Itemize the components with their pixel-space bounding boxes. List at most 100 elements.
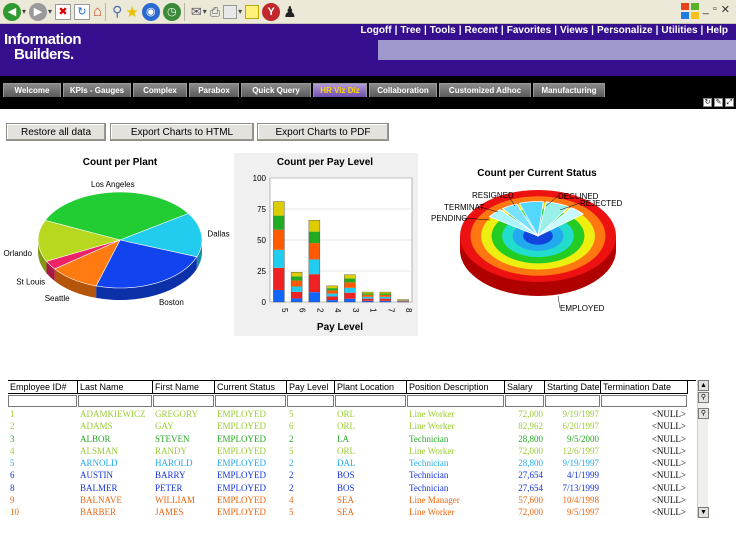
tab-manufacturing[interactable]: Manufacturing <box>533 83 605 97</box>
filter-input[interactable] <box>78 395 152 407</box>
status-slice-terminat[interactable] <box>501 203 539 237</box>
nav-link-help[interactable]: Help <box>706 25 728 36</box>
plant-label: St Louis <box>16 277 45 286</box>
bar-paylevel-7[interactable] <box>379 291 392 303</box>
table-row[interactable]: 6 AUSTIN BARRY EMPLOYED 2 BOS Technician 27,654… <box>8 469 696 481</box>
maximize-panel-icon[interactable]: ⤢ <box>725 98 734 107</box>
column-header-position-description[interactable]: Position Description <box>407 381 505 394</box>
yahoo-button[interactable]: Y <box>262 2 281 22</box>
edit-button[interactable]: ▾ <box>223 2 242 22</box>
forward-button[interactable]: ▶ ▾ <box>29 2 52 22</box>
back-button[interactable]: ◀ ▾ <box>3 2 26 22</box>
filter-input[interactable] <box>601 395 687 407</box>
column-header-starting-date[interactable]: Starting Date <box>545 381 601 394</box>
tab-kpis-gauges[interactable]: KPIs - Gauges <box>63 83 131 97</box>
column-header-plant-location[interactable]: Plant Location <box>335 381 407 394</box>
bar-paylevel-5[interactable] <box>273 201 285 303</box>
table-row[interactable]: 9 BALNAVE WILLIAM EMPLOYED 4 SEA Line Manager 5… <box>8 494 696 506</box>
filter-input[interactable] <box>215 395 286 407</box>
bar-paylevel-4[interactable] <box>326 285 338 303</box>
close-icon[interactable]: ✕ <box>720 4 730 16</box>
table-row[interactable]: 1 ADAMKIEWICZ GREGORY EMPLOYED 5 ORL Line Work… <box>8 408 696 420</box>
bar-paylevel-1[interactable] <box>361 291 374 303</box>
search-button[interactable]: ⚲ <box>112 2 122 22</box>
filter-input[interactable] <box>8 395 77 407</box>
minimize-icon[interactable]: _ <box>702 3 709 15</box>
column-header-employee-id-[interactable]: Employee ID# <box>8 381 78 394</box>
bar-paylevel-2[interactable] <box>308 219 321 303</box>
table-row[interactable]: 8 BALMER PETER EMPLOYED 2 BOS Technician 27,654… <box>8 482 696 494</box>
edit-panel-icon[interactable]: ✎ <box>714 98 723 107</box>
column-header-salary[interactable]: Salary <box>505 381 545 394</box>
nav-link-views[interactable]: Views <box>560 25 589 36</box>
table-row[interactable]: 10 BARBER JAMES EMPLOYED 5 SEA Line Worker 72,0… <box>8 506 696 518</box>
scroll-up-icon[interactable]: ▲ <box>698 380 709 391</box>
print-button[interactable]: ⎙ <box>210 2 220 22</box>
history-button[interactable]: ◷ <box>162 2 181 22</box>
refresh-button[interactable]: ↻ <box>74 2 91 22</box>
scroll-down-icon[interactable]: ▼ <box>698 507 709 518</box>
grid-filter-search-icon[interactable]: ⚲ <box>698 408 709 419</box>
plant-slice-side <box>54 268 97 298</box>
nav-link-logoff[interactable]: Logoff <box>360 25 392 36</box>
table-row[interactable]: 2 ADAMS GAY EMPLOYED 6 ORL Line Worker 82,962 6/… <box>8 420 696 432</box>
home-button[interactable]: ⌂ <box>93 2 102 22</box>
column-header-first-name[interactable]: First Name <box>153 381 215 394</box>
nav-link-tools[interactable]: Tools <box>429 25 456 36</box>
filter-input[interactable] <box>335 395 406 407</box>
column-header-termination-date[interactable]: Termination Date <box>601 381 688 394</box>
table-row[interactable]: 3 ALBOR STEVEN EMPLOYED 2 LA Technician 28,800 9… <box>8 433 696 445</box>
plant-slice-los-angeles[interactable] <box>44 191 189 241</box>
plant-slice-side <box>38 240 47 274</box>
status-label: RESIGNED <box>472 191 514 200</box>
plant-slice-dallas[interactable] <box>118 213 203 258</box>
column-header-last-name[interactable]: Last Name <box>78 381 153 394</box>
tab-complex[interactable]: Complex <box>133 83 187 97</box>
stop-button[interactable]: ✖ <box>55 2 72 22</box>
plant-slice-orlando[interactable] <box>37 220 122 262</box>
plant-slice-boston[interactable] <box>95 239 198 289</box>
restore-all-data-button[interactable]: Restore all data <box>6 123 106 141</box>
nav-link-recent[interactable]: Recent <box>464 25 498 36</box>
tab-collaboration[interactable]: Collaboration <box>369 83 437 97</box>
column-header-current-status[interactable]: Current Status <box>215 381 287 394</box>
bar-paylevel-6[interactable] <box>290 272 303 303</box>
nav-link-personalize[interactable]: Personalize <box>596 25 653 36</box>
mail-button[interactable]: ✉ ▾ <box>190 3 207 19</box>
status-slice-resigned[interactable] <box>518 201 544 238</box>
table-row[interactable]: 4 ALSMAN RANDY EMPLOYED 5 ORL Line Worker 72,00… <box>8 445 696 457</box>
bar-paylevel-3[interactable] <box>344 274 356 303</box>
messenger-button[interactable]: ♟ <box>283 2 296 22</box>
nav-link-favorites[interactable]: Favorites <box>506 25 552 36</box>
pay-level-bar-chart[interactable]: 0 25 50 75 100 5 6 2 4 3 1 7 8 <box>234 168 418 336</box>
status-pie-chart[interactable]: EMPLOYED PENDING TERMINAT RESIGNED DECLINEDR… <box>420 180 670 320</box>
nav-link-tree[interactable]: Tree <box>400 25 421 36</box>
filter-input[interactable] <box>287 395 334 407</box>
media-button[interactable]: ◉ <box>141 2 160 22</box>
discuss-button[interactable] <box>245 2 260 22</box>
status-slice-pending[interactable] <box>488 209 539 237</box>
grid-search-icon[interactable]: ⚲ <box>698 392 709 403</box>
tab-welcome[interactable]: Welcome <box>3 83 61 97</box>
export-charts-html-button[interactable]: Export Charts to HTML <box>110 123 254 141</box>
column-header-pay-level[interactable]: Pay Level <box>287 381 335 394</box>
tab-quick-query[interactable]: Quick Query <box>241 83 311 97</box>
tab-customized-adhoc[interactable]: Customized Adhoc <box>439 83 531 97</box>
grid-scrollbar[interactable]: ▲ ⚲ ⚲ ▼ <box>697 380 709 518</box>
table-row[interactable]: 5 ARNOLD HAROLD EMPLOYED 2 DAL Technician 28,80… <box>8 457 696 469</box>
status-slice-rejected[interactable] <box>537 207 584 237</box>
filter-input[interactable] <box>545 395 600 407</box>
tab-parabox[interactable]: Parabox <box>189 83 239 97</box>
refresh-panel-icon[interactable]: ↻ <box>703 98 712 107</box>
restore-icon[interactable]: ▫ <box>712 3 717 15</box>
filter-input[interactable] <box>153 395 214 407</box>
filter-input[interactable] <box>407 395 504 407</box>
nav-link-utilities[interactable]: Utilities <box>661 25 698 36</box>
filter-input[interactable] <box>505 395 544 407</box>
favorites-button[interactable]: ★ <box>125 2 138 22</box>
bar-paylevel-8[interactable] <box>397 299 409 303</box>
tab-hr-viz-diz[interactable]: HR Viz Diz <box>313 83 367 97</box>
export-charts-pdf-button[interactable]: Export Charts to PDF <box>257 123 389 141</box>
table-cell: AUSTIN <box>80 470 113 481</box>
